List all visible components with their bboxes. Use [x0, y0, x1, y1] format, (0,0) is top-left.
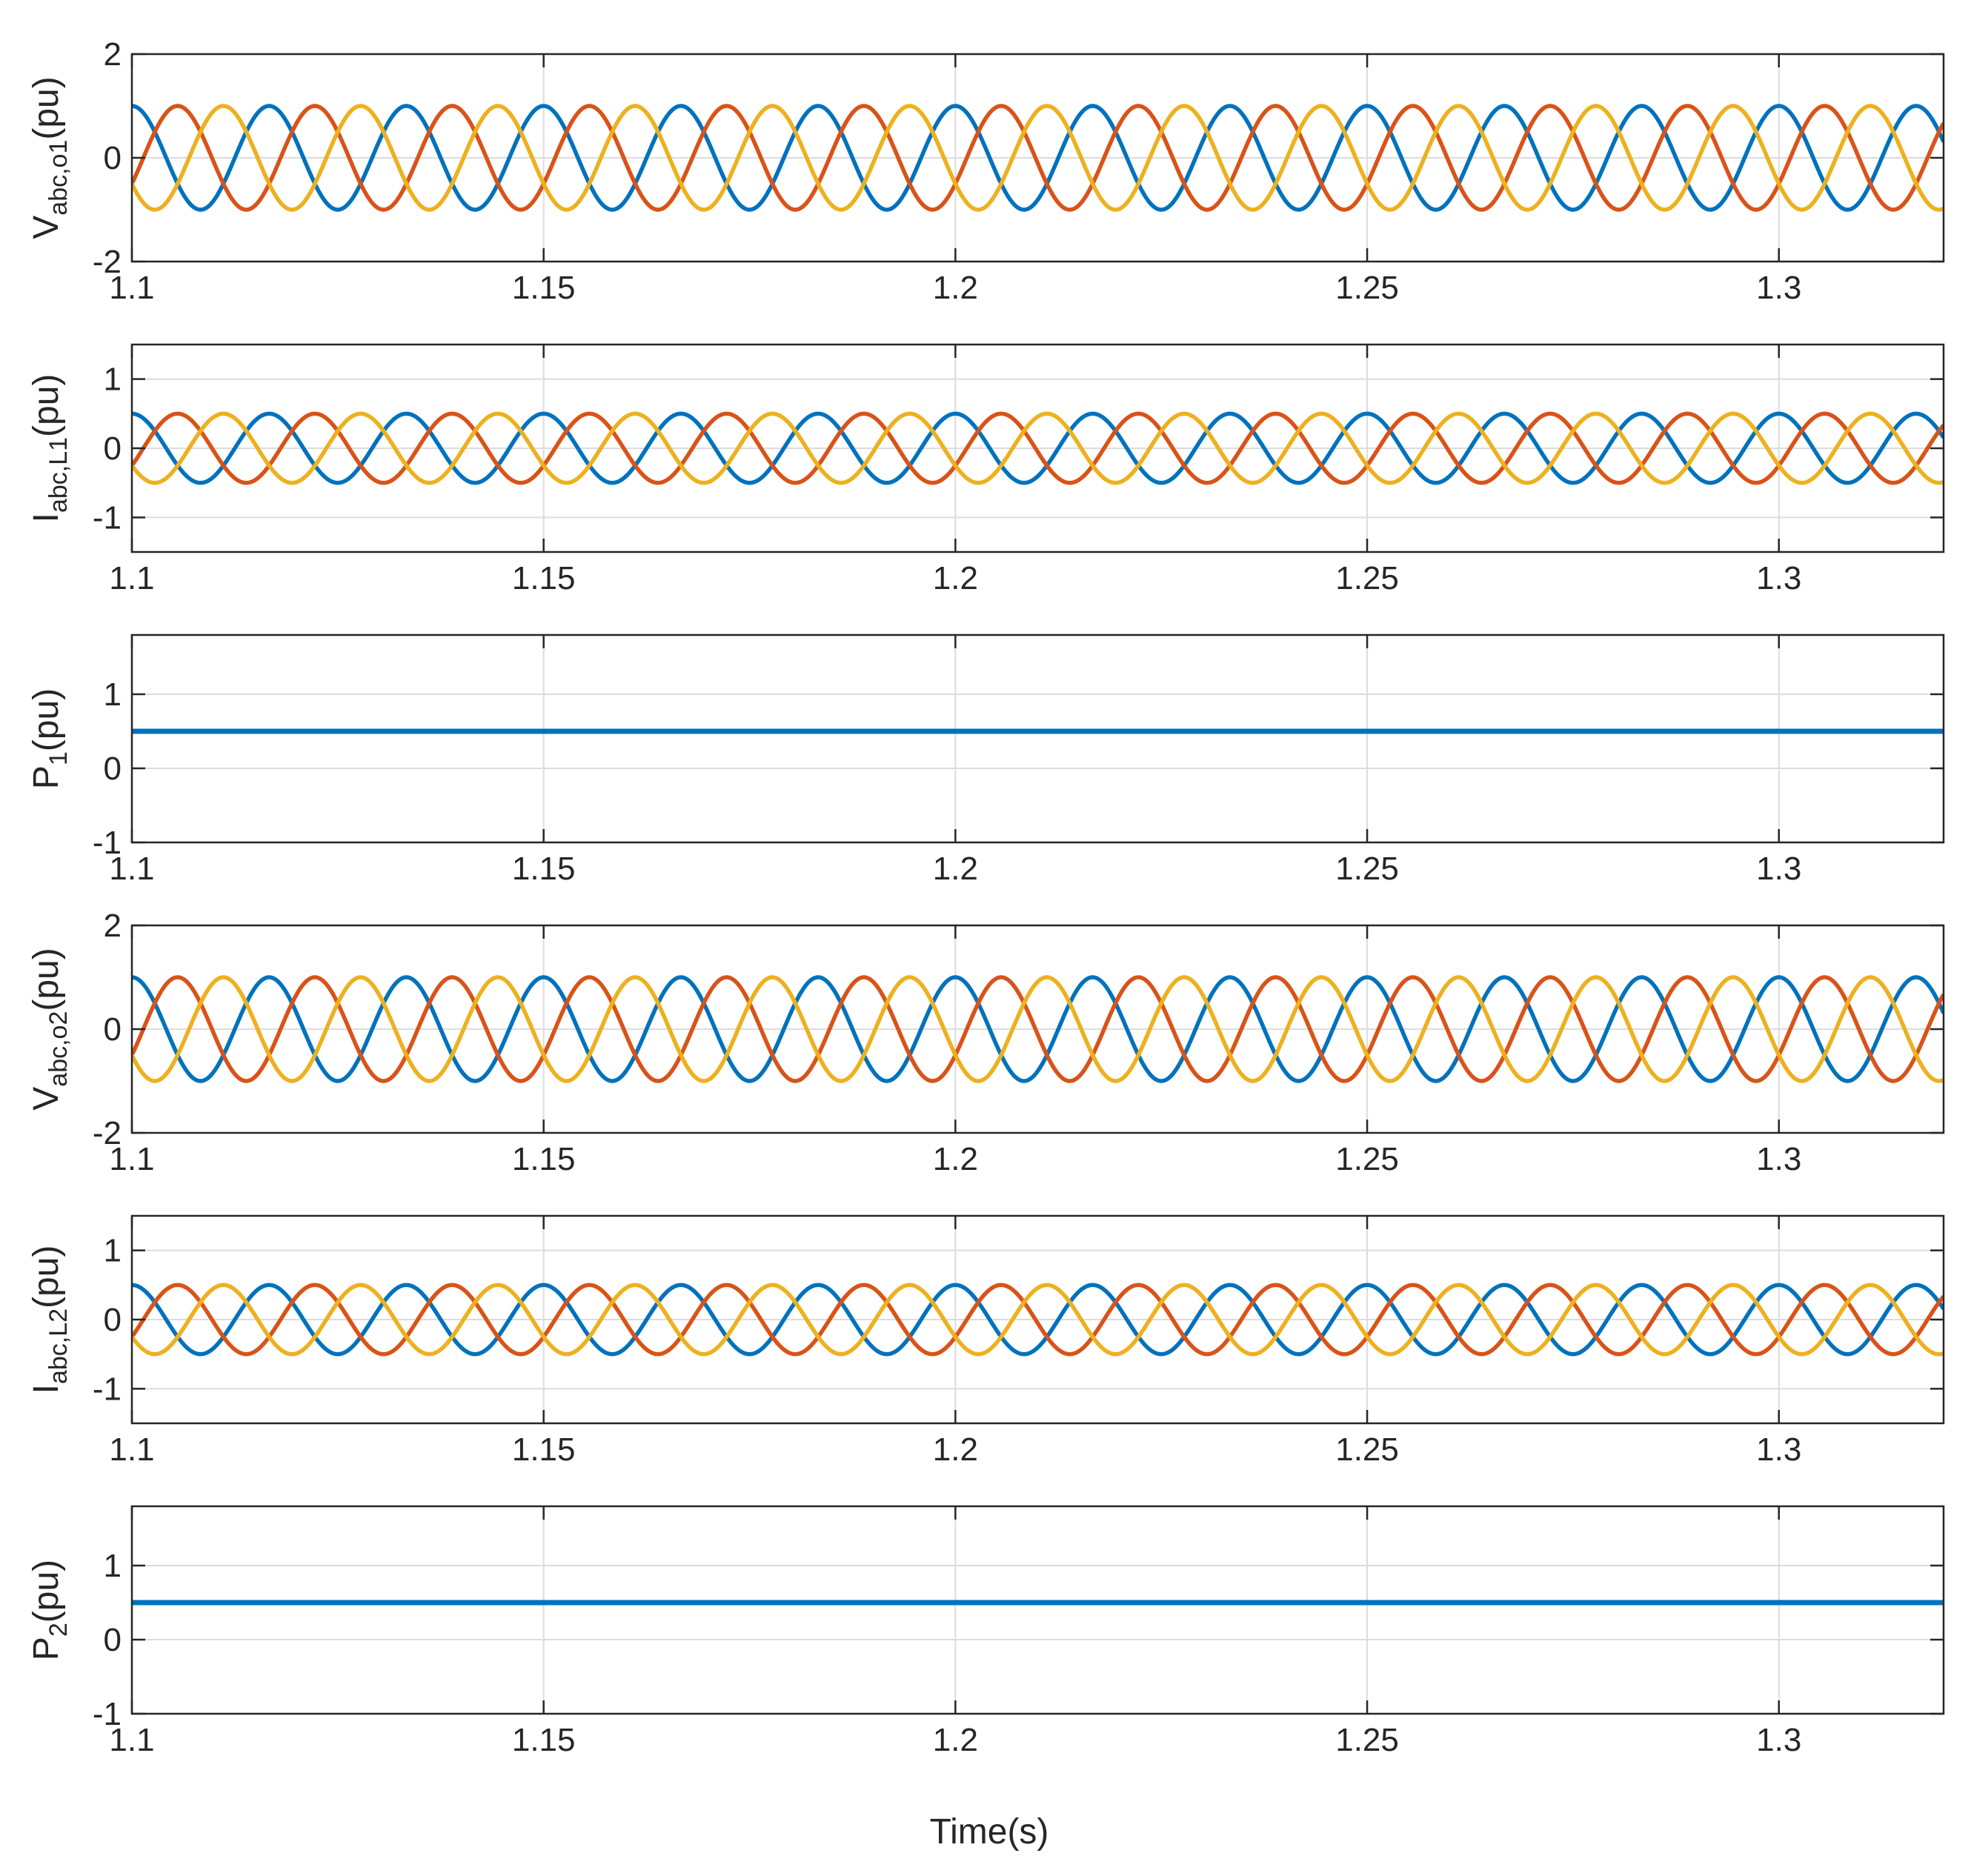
y-axis-label-main: V	[27, 1087, 66, 1111]
chart-panel-6: 1.1 1.15 1.2 1.25 1.3 -1 0 1 P2(pu)	[27, 1505, 1945, 1758]
y-tick-label: 0	[104, 751, 122, 787]
x-tick-label: 1.15	[512, 851, 576, 887]
y-tick-label: -1	[93, 825, 122, 861]
x-tick-label: 1.25	[1335, 1431, 1399, 1468]
x-tick-label: 1.3	[1756, 1141, 1801, 1177]
y-tick-label: 1	[104, 362, 122, 398]
axes-box	[130, 633, 1945, 844]
y-axis-label-subscript: 2	[44, 1623, 73, 1637]
x-tick-label: 1.3	[1756, 851, 1801, 887]
y-axis-label: P2(pu)	[27, 1560, 73, 1660]
series-line-3	[132, 975, 1944, 1083]
y-tick-label: 1	[104, 676, 122, 713]
axes-box	[130, 1505, 1945, 1715]
x-tick-label: 1.1	[109, 560, 154, 596]
x-tick-label: 1.15	[512, 1141, 576, 1177]
y-tick-label: -2	[93, 1115, 122, 1151]
y-axis-label-subscript: 1	[44, 751, 73, 765]
y-axis-label-subscript: abc,L2	[44, 1308, 73, 1384]
x-tick-label: 1.2	[933, 1722, 978, 1758]
y-axis-label-subscript: abc,o2	[44, 1011, 73, 1087]
series-line-3	[132, 104, 1944, 212]
series-line-1	[132, 1283, 1944, 1357]
y-tick-label: -1	[93, 499, 122, 536]
y-axis-label-subscript: abc,o1	[44, 140, 73, 216]
x-tick-label: 1.2	[933, 270, 978, 306]
x-tick-label: 1.3	[1756, 1722, 1801, 1758]
x-tick-label: 1.15	[512, 270, 576, 306]
x-tick-label: 1.2	[933, 851, 978, 887]
x-tick-label: 1.15	[512, 1722, 576, 1758]
x-tick-label: 1.3	[1756, 270, 1801, 306]
x-tick-label: 1.2	[933, 1141, 978, 1177]
series-line-3	[132, 1283, 1944, 1357]
x-tick-label: 1.15	[512, 1431, 576, 1468]
y-tick-label: 0	[104, 140, 122, 176]
y-tick-label: -1	[93, 1696, 122, 1732]
y-axis-label-unit: (pu)	[27, 1560, 66, 1623]
x-tick-label: 1.25	[1335, 851, 1399, 887]
series-line-1	[132, 411, 1944, 485]
y-tick-label: 0	[104, 430, 122, 467]
y-axis-label-main: I	[27, 1384, 66, 1394]
chart-panel-4: 1.1 1.15 1.2 1.25 1.3 -2 0 2 Vabc,o2(pu)	[27, 908, 1945, 1177]
series-line-3	[132, 411, 1944, 485]
series-line-1	[132, 104, 1944, 212]
x-tick-label: 1.3	[1756, 560, 1801, 596]
y-tick-label: -2	[93, 244, 122, 280]
x-tick-label: 1.25	[1335, 560, 1399, 596]
x-tick-label: 1.15	[512, 560, 576, 596]
x-tick-label: 1.2	[933, 1431, 978, 1468]
y-axis-label: Iabc,L2(pu)	[27, 1245, 73, 1394]
y-axis-label-main: P	[27, 1637, 66, 1660]
y-tick-label: 0	[104, 1302, 122, 1338]
y-axis-label-subscript: abc,L1	[44, 437, 73, 513]
x-tick-label: 1.1	[109, 1722, 154, 1758]
y-axis-label-unit: (pu)	[27, 948, 66, 1011]
x-tick-label: 1.2	[933, 560, 978, 596]
chart-panel-5: 1.1 1.15 1.2 1.25 1.3 -1 0 1 Iabc,L2(pu)	[27, 1214, 1945, 1468]
y-axis-label-unit: (pu)	[27, 374, 66, 437]
plot-area	[132, 635, 1944, 842]
y-axis-label-unit: (pu)	[27, 1245, 66, 1308]
y-tick-label: 1	[104, 1233, 122, 1269]
y-axis-label-main: V	[27, 216, 66, 239]
x-tick-label: 1.25	[1335, 1722, 1399, 1758]
y-axis-label: Vabc,o1(pu)	[27, 76, 73, 239]
x-tick-label: 1.3	[1756, 1431, 1801, 1468]
x-tick-label: 1.1	[109, 1141, 154, 1177]
x-tick-label: 1.1	[109, 851, 154, 887]
y-axis-label: Iabc,L1(pu)	[27, 374, 73, 523]
x-tick-label: 1.25	[1335, 1141, 1399, 1177]
y-tick-label: -1	[93, 1371, 122, 1407]
chart-panel-1: 1.1 1.15 1.2 1.25 1.3 -2 0 2 Vabc,o1(pu)	[27, 36, 1945, 306]
series-line-1	[132, 975, 1944, 1083]
y-axis-label-main: I	[27, 513, 66, 522]
y-axis-label-unit: (pu)	[27, 76, 66, 139]
chart-panel-2: 1.1 1.15 1.2 1.25 1.3 -1 0 1 Iabc,L1(pu)	[27, 343, 1945, 596]
y-tick-label: 0	[104, 1011, 122, 1048]
y-axis-label-unit: (pu)	[27, 688, 66, 751]
x-tick-label: 1.1	[109, 1431, 154, 1468]
x-tick-label: 1.1	[109, 270, 154, 306]
y-tick-label: 1	[104, 1548, 122, 1584]
x-tick-label: 1.25	[1335, 270, 1399, 306]
y-axis-label: Vabc,o2(pu)	[27, 948, 73, 1110]
y-tick-label: 2	[104, 36, 122, 73]
y-axis-label: P1(pu)	[27, 688, 73, 789]
y-axis-label-main: P	[27, 765, 66, 789]
y-tick-label: 0	[104, 1622, 122, 1658]
y-tick-label: 2	[104, 908, 122, 944]
x-axis-label: Time(s)	[930, 1812, 1049, 1852]
plot-area	[132, 1506, 1944, 1714]
